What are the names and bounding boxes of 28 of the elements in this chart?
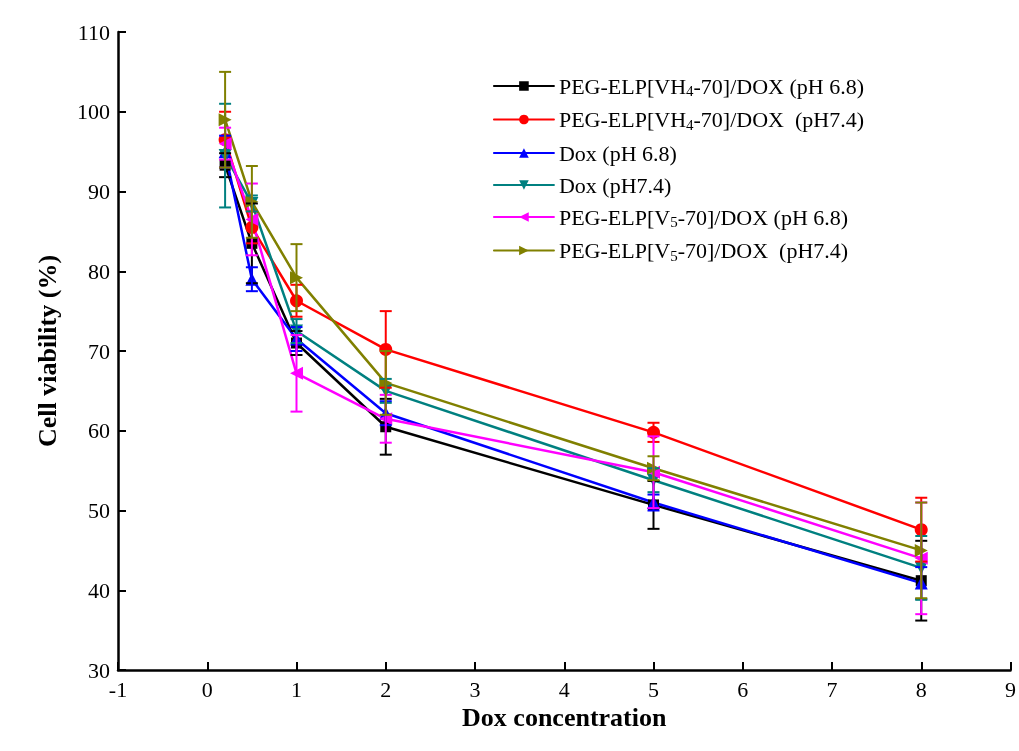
x-tick-label: 9	[1005, 676, 1016, 702]
y-tick-label: 60	[88, 418, 110, 444]
y-tick-label: 80	[88, 258, 110, 284]
x-tick-label: -1	[108, 676, 128, 702]
legend-label: Dox (pH7.4)	[558, 172, 672, 198]
legend-label: Dox (pH 6.8)	[558, 140, 677, 166]
x-tick-label: 3	[469, 676, 481, 702]
y-tick-label: 90	[88, 179, 110, 204]
y-tick-label: 40	[88, 577, 110, 603]
y-tick-label: 110	[77, 19, 110, 45]
y-tick-label: 50	[88, 498, 110, 523]
legend-label: PEG-ELP[VH4-70]/DOX (pH 6.8)	[558, 73, 864, 99]
y-tick-label: 70	[88, 338, 110, 364]
x-axis-title: Dox concentration	[462, 703, 667, 733]
y-tick-label: 30	[88, 657, 110, 683]
legend-label: PEG-ELP[VH4-70]/DOX (pH7.4)	[558, 107, 864, 133]
x-tick-label: 1	[291, 676, 302, 702]
y-tick-label: 100	[77, 99, 110, 125]
x-tick-label: 0	[201, 676, 213, 702]
x-tick-label: 5	[648, 676, 659, 702]
x-tick-label: 2	[380, 676, 392, 702]
x-tick-label: 7	[826, 676, 838, 702]
x-tick-label: 4	[558, 676, 570, 702]
y-axis-title: Cell viability (%)	[32, 254, 62, 448]
legend-label: PEG-ELP[V5-70]/DOX (pH 6.8)	[558, 204, 849, 230]
x-tick-label: 6	[737, 676, 749, 702]
legend-label: PEG-ELP[V5-70]/DOX (pH7.4)	[558, 238, 849, 264]
x-tick-label: 8	[915, 676, 927, 702]
